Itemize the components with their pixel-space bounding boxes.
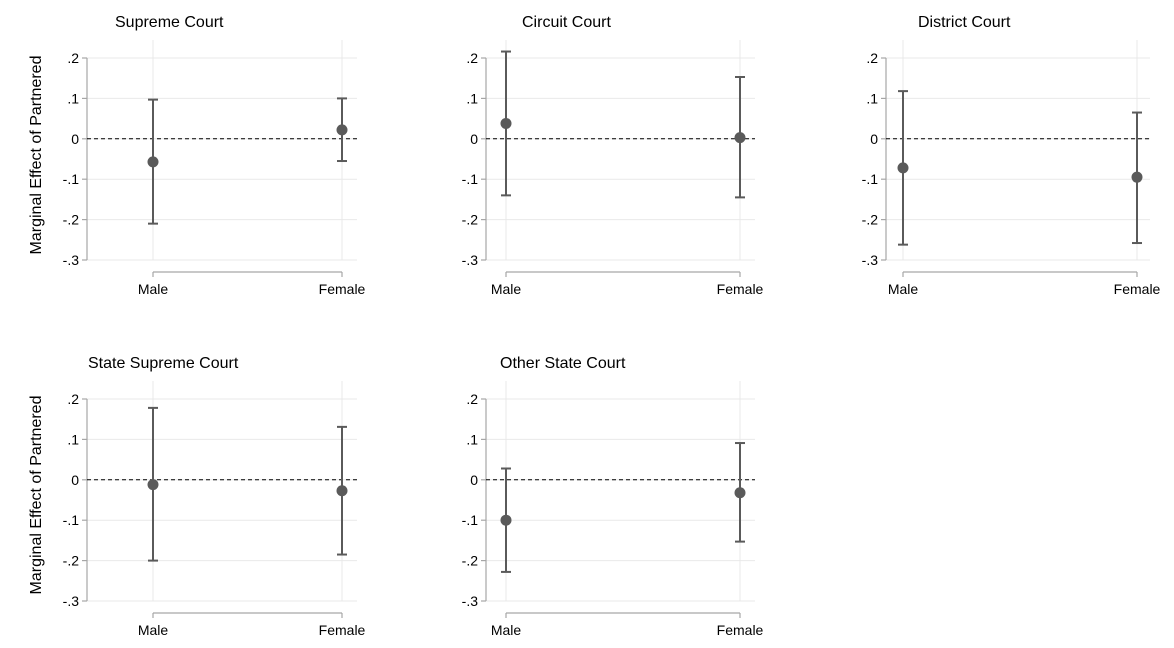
row2-ylabel: Marginal Effect of Partnered bbox=[28, 396, 45, 595]
point-estimate bbox=[336, 124, 348, 136]
panels-container: .2 .1 0 -.1 -.2 -.3 Male Female Supreme Court .2.… bbox=[63, 14, 1161, 638]
point-estimate bbox=[734, 132, 746, 144]
x-tick-label: Male bbox=[888, 281, 919, 297]
point-estimate bbox=[500, 514, 512, 526]
row1-ylabel: Marginal Effect of Partnered bbox=[28, 56, 45, 255]
point-estimate bbox=[897, 162, 909, 174]
panel-2: .2 .1 0 -.1 -.2 -.3 Male Female Circuit Court bbox=[462, 14, 764, 297]
y-tick-label: 0 bbox=[870, 131, 878, 147]
y-tick-label: -.2 bbox=[462, 553, 479, 569]
y-tick-label: -.3 bbox=[462, 593, 479, 609]
panel-5: .2 .1 0 -.1 -.2 -.3 Male Female Other State Cour… bbox=[462, 355, 764, 638]
point-estimate bbox=[336, 485, 348, 497]
y-tick-label: .2 bbox=[466, 391, 478, 407]
y-tick-label: -.2 bbox=[63, 212, 80, 228]
y-tick-label: -.3 bbox=[63, 593, 80, 609]
x-tick-label: Female bbox=[717, 281, 764, 297]
x-tick-label: Male bbox=[138, 622, 169, 638]
y-tick-label: .2 bbox=[67, 391, 79, 407]
y-tick-label: .1 bbox=[866, 90, 878, 106]
x-tick-label: Female bbox=[717, 622, 764, 638]
x-tick-label: Male bbox=[491, 281, 522, 297]
y-tick-label: .2 bbox=[67, 50, 79, 66]
y-tick-label: 0 bbox=[71, 472, 79, 488]
panel-title: District Court bbox=[918, 14, 1011, 31]
point-estimate bbox=[147, 156, 159, 168]
panel-1: .2 .1 0 -.1 -.2 -.3 Male Female Supreme Court bbox=[63, 14, 366, 297]
panel-title: Circuit Court bbox=[522, 14, 611, 31]
point-estimate bbox=[147, 479, 159, 491]
y-tick-label: -.1 bbox=[462, 171, 479, 187]
y-tick-label: 0 bbox=[470, 472, 478, 488]
panel-4: .2 .1 0 -.1 -.2 -.3 Male Female State Supreme Co… bbox=[63, 355, 366, 638]
panel-title: State Supreme Court bbox=[88, 355, 239, 372]
y-tick-label: .2 bbox=[466, 50, 478, 66]
y-tick-label: -.1 bbox=[462, 512, 479, 528]
x-tick-label: Female bbox=[1114, 281, 1161, 297]
y-tick-label: -.2 bbox=[462, 212, 479, 228]
y-tick-label: -.1 bbox=[862, 171, 879, 187]
y-tick-label: .1 bbox=[466, 90, 478, 106]
y-tick-label: -.3 bbox=[63, 252, 80, 268]
x-tick-label: Female bbox=[319, 281, 366, 297]
y-tick-label: -.3 bbox=[462, 252, 479, 268]
panel-3: .2 .1 0 -.1 -.2 -.3 Male Female District Court bbox=[862, 14, 1161, 297]
point-estimate bbox=[500, 117, 512, 129]
y-tick-label: .2 bbox=[866, 50, 878, 66]
y-tick-label: 0 bbox=[470, 131, 478, 147]
y-tick-label: -.2 bbox=[63, 553, 80, 569]
y-tick-label: .1 bbox=[67, 431, 79, 447]
panel-title: Other State Court bbox=[500, 355, 626, 372]
y-tick-label: -.2 bbox=[862, 212, 879, 228]
point-estimate bbox=[1131, 171, 1143, 183]
y-tick-label: -.1 bbox=[63, 512, 80, 528]
y-tick-label: .1 bbox=[67, 90, 79, 106]
y-tick-label: .1 bbox=[466, 431, 478, 447]
panel-title: Supreme Court bbox=[115, 14, 224, 31]
y-tick-label: -.3 bbox=[862, 252, 879, 268]
point-estimate bbox=[734, 487, 746, 499]
x-tick-label: Male bbox=[491, 622, 522, 638]
x-tick-label: Male bbox=[138, 281, 169, 297]
y-tick-label: 0 bbox=[71, 131, 79, 147]
y-tick-label: -.1 bbox=[63, 171, 80, 187]
x-tick-label: Female bbox=[319, 622, 366, 638]
